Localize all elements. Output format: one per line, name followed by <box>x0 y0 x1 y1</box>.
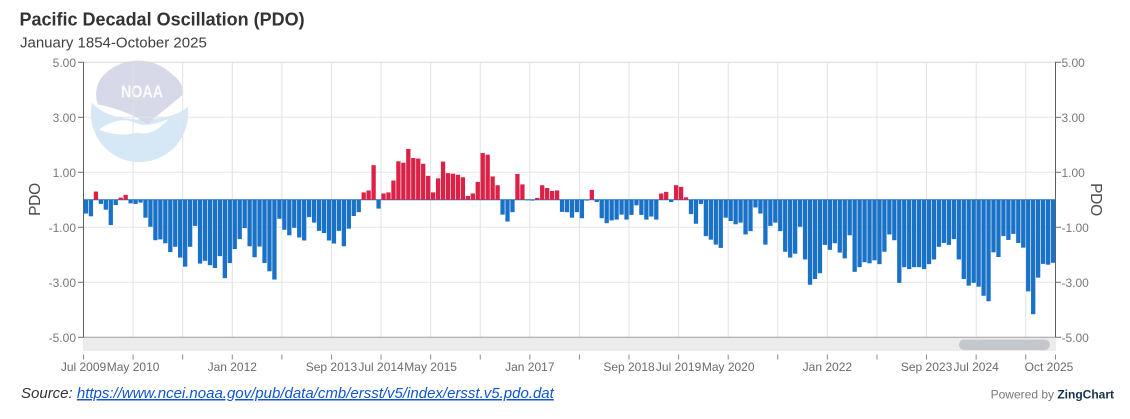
svg-text:3.00: 3.00 <box>1062 111 1086 125</box>
svg-text:May 2015: May 2015 <box>404 360 457 374</box>
svg-text:PDO: PDO <box>1087 183 1104 216</box>
svg-text:Jan 2017: Jan 2017 <box>505 360 555 374</box>
svg-text:5.00: 5.00 <box>53 56 77 70</box>
svg-text:Source: https://www.ncei.noaa.: Source: https://www.ncei.noaa.gov/pub/da… <box>21 385 555 402</box>
svg-text:-1.00: -1.00 <box>1062 221 1090 235</box>
svg-text:1.00: 1.00 <box>1062 166 1086 180</box>
svg-text:Oct 2025: Oct 2025 <box>1025 360 1074 374</box>
svg-text:May 2020: May 2020 <box>702 360 755 374</box>
svg-text:5.00: 5.00 <box>1062 56 1086 70</box>
svg-text:NOAA: NOAA <box>121 82 163 102</box>
svg-text:Powered by ZingChart: Powered by ZingChart <box>991 388 1114 402</box>
svg-text:Pacific Decadal Oscillation (P: Pacific Decadal Oscillation (PDO) <box>20 10 305 30</box>
svg-text:-3.00: -3.00 <box>1062 276 1090 290</box>
svg-text:Sep 2013: Sep 2013 <box>306 360 358 374</box>
svg-text:Jul 2024: Jul 2024 <box>953 360 999 374</box>
svg-text:3.00: 3.00 <box>53 111 77 125</box>
svg-text:January 1854-October 2025: January 1854-October 2025 <box>20 35 207 52</box>
svg-text:Sep 2018: Sep 2018 <box>603 360 655 374</box>
svg-text:-5.00: -5.00 <box>1062 331 1090 345</box>
svg-text:-3.00: -3.00 <box>49 276 77 290</box>
svg-text:-5.00: -5.00 <box>49 331 77 345</box>
svg-text:Jan 2012: Jan 2012 <box>208 360 258 374</box>
svg-text:May 2010: May 2010 <box>107 360 160 374</box>
svg-text:Jan 2022: Jan 2022 <box>803 360 853 374</box>
svg-text:Jul 2009: Jul 2009 <box>61 360 107 374</box>
svg-text:Jul 2019: Jul 2019 <box>656 360 702 374</box>
svg-text:PDO: PDO <box>27 183 44 216</box>
svg-text:-1.00: -1.00 <box>49 221 77 235</box>
svg-text:Jul 2014: Jul 2014 <box>358 360 404 374</box>
svg-text:1.00: 1.00 <box>53 166 77 180</box>
svg-text:Sep 2023: Sep 2023 <box>901 360 953 374</box>
